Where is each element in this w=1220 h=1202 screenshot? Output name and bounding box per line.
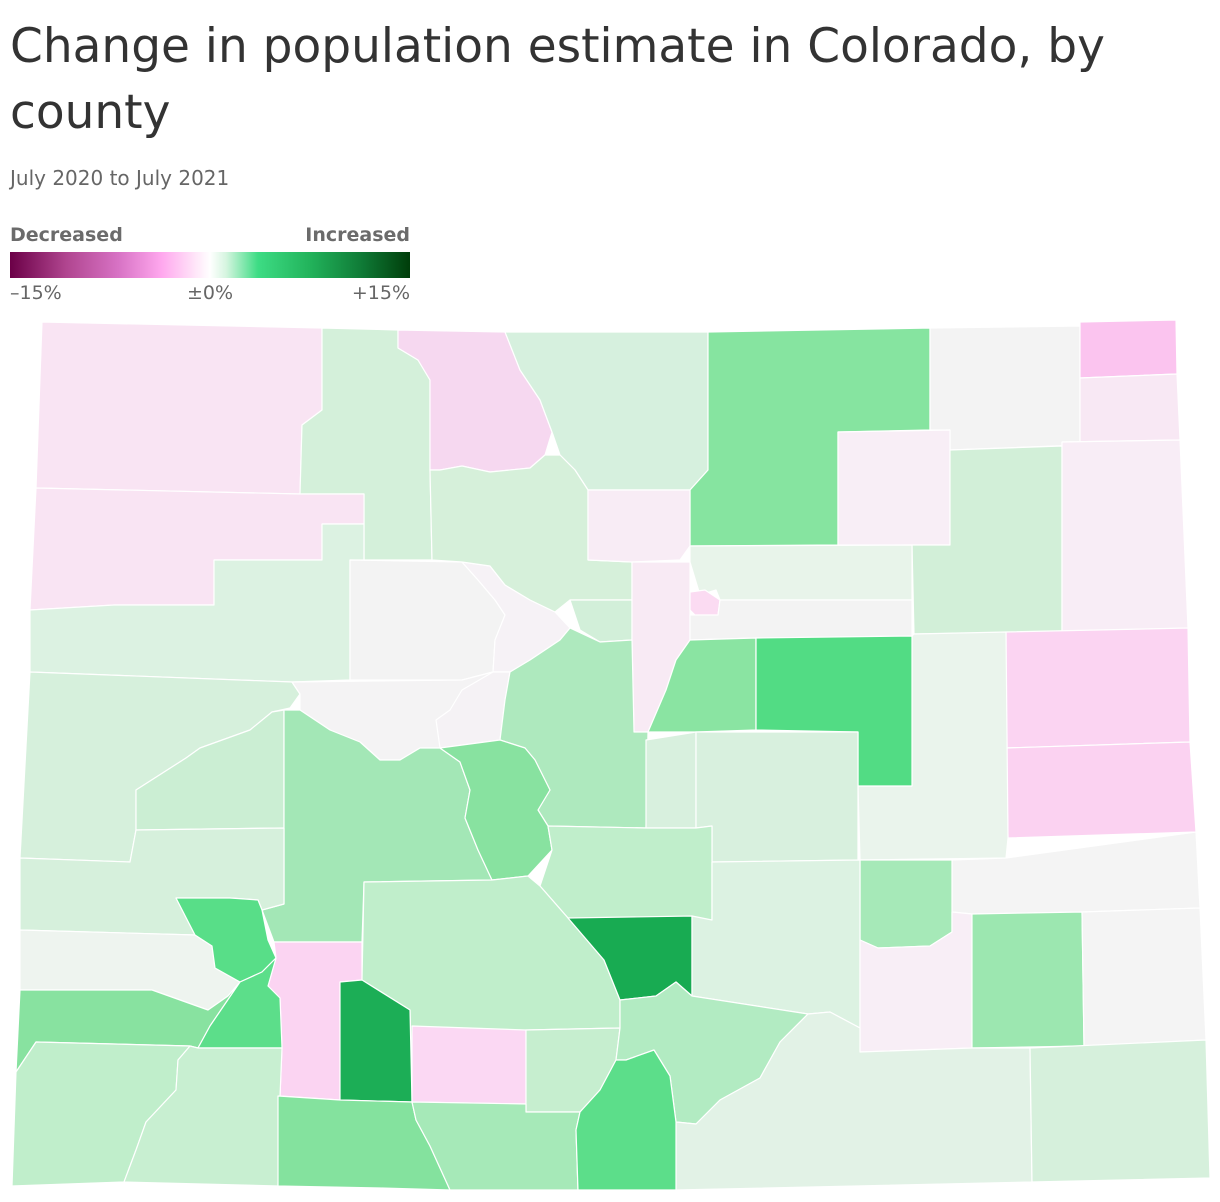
county-arapahoe <box>689 599 913 641</box>
county-kit-carson <box>1005 627 1191 749</box>
legend-tick-max: +15% <box>351 282 410 304</box>
county-morgan <box>837 429 951 546</box>
county-phillips <box>1061 373 1181 447</box>
county-teller <box>645 731 697 829</box>
legend-gradient-bar <box>10 252 410 278</box>
county-yuma <box>1061 439 1189 633</box>
colorado-county-map <box>11 319 1211 1191</box>
county-adams <box>689 544 913 601</box>
county-baca <box>1029 1039 1211 1183</box>
legend-tick-min: –15% <box>10 282 62 304</box>
subtitle: July 2020 to July 2021 <box>10 166 230 190</box>
county-boulder <box>587 489 691 563</box>
county-bent <box>971 911 1085 1049</box>
county-sedgwick <box>1079 319 1178 379</box>
page-title: Change in population estimate in Colorad… <box>10 19 1105 140</box>
legend-low-label: Decreased <box>10 224 123 246</box>
legend-tick-zero: ±0% <box>186 282 234 304</box>
color-legend: Decreased Increased –15% ±0% +15% <box>10 224 410 304</box>
county-costilla <box>575 1049 677 1191</box>
county-crowley <box>859 859 953 949</box>
legend-high-label: Increased <box>305 224 410 246</box>
county-fremont <box>539 825 713 921</box>
county-el-paso <box>695 731 859 863</box>
county-prowers <box>1081 907 1207 1047</box>
county-moffat <box>35 321 323 495</box>
county-logan <box>929 325 1081 451</box>
county-rio-grande <box>411 1025 527 1105</box>
county-las-animas <box>675 1011 1033 1191</box>
county-san-juan <box>197 957 283 1049</box>
county-cheyenne <box>1005 741 1197 839</box>
county-la-plata <box>123 1045 283 1187</box>
county-mineral <box>339 979 413 1103</box>
